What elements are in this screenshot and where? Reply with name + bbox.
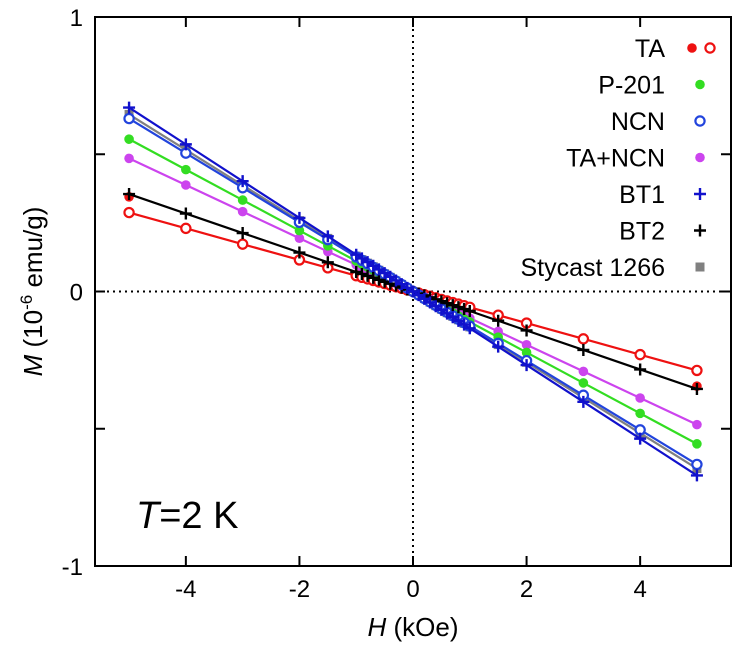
legend-marker — [695, 79, 705, 90]
data-point — [293, 211, 306, 224]
data-point — [179, 138, 192, 151]
data-point — [361, 269, 374, 282]
x-axis-label: H (kOe) — [367, 612, 458, 642]
legend-entry: TA — [635, 35, 716, 63]
legend-entry: TA+NCN — [566, 145, 705, 173]
data-point — [492, 314, 505, 327]
legend-marker — [694, 115, 706, 127]
data-point — [578, 378, 589, 388]
data-point — [237, 206, 248, 217]
data-point — [350, 266, 363, 279]
data-point — [578, 366, 589, 377]
series-bt1 — [123, 101, 703, 482]
data-point — [181, 164, 191, 175]
data-point — [355, 267, 368, 280]
data-point — [691, 364, 703, 377]
data-point — [123, 188, 136, 201]
temperature-annotation: T=2 K — [136, 495, 238, 537]
x-tick-label: 4 — [633, 576, 646, 603]
data-point — [492, 340, 505, 353]
legend-marker — [695, 152, 705, 163]
data-point — [577, 333, 590, 345]
legend-marker — [687, 43, 697, 53]
data-point — [123, 206, 135, 219]
legend-label: BT2 — [619, 218, 665, 246]
data-point — [123, 101, 136, 114]
legend-entry: BT2 — [619, 218, 706, 246]
data-point — [236, 227, 249, 240]
legend-label: P-201 — [598, 72, 665, 100]
data-point — [521, 339, 532, 350]
data-point — [577, 395, 590, 408]
legend-marker — [695, 262, 705, 272]
data-point — [692, 419, 702, 430]
data-point — [577, 343, 590, 356]
x-tick-label: 0 — [406, 576, 419, 603]
data-point — [181, 180, 191, 190]
data-point — [321, 256, 334, 269]
legend-marker — [694, 224, 706, 237]
data-point — [294, 233, 305, 244]
data-point — [293, 246, 306, 259]
axis-ticks: -4 -2 0 2 4 -1 0 1 — [62, 5, 731, 603]
data-point — [690, 382, 703, 395]
data-point — [441, 297, 454, 310]
data-point — [520, 359, 533, 372]
data-point — [634, 432, 647, 445]
x-tick-label: 2 — [520, 576, 533, 603]
x-tick-label: -2 — [289, 576, 310, 603]
data-point — [236, 238, 249, 250]
data-point — [690, 469, 703, 482]
data-point — [463, 322, 476, 335]
data-point — [634, 363, 647, 376]
y-tick-label: 1 — [70, 5, 83, 32]
data-point — [236, 175, 249, 188]
data-point — [634, 348, 646, 361]
legend-label: TA+NCN — [566, 145, 665, 173]
data-point — [124, 134, 134, 144]
data-point — [520, 324, 533, 337]
legend-label: BT1 — [619, 181, 665, 209]
legend-entry: BT1 — [619, 181, 706, 209]
data-point — [367, 271, 380, 284]
legend-entry: P-201 — [598, 72, 705, 100]
data-point — [521, 347, 532, 358]
data-point — [124, 153, 134, 164]
data-point — [321, 230, 334, 243]
legend-entry: Stycast 1266 — [520, 254, 705, 282]
data-point — [458, 303, 471, 316]
y-tick-label: 0 — [70, 280, 83, 307]
data-point — [180, 222, 192, 235]
data-point — [635, 393, 645, 403]
legend-label: TA — [635, 35, 665, 63]
data-point — [635, 408, 645, 419]
data-point — [691, 458, 703, 471]
x-tick-label: -4 — [175, 576, 196, 603]
data-point — [446, 299, 459, 312]
data-point — [372, 273, 385, 286]
data-point — [692, 439, 702, 449]
data-point — [294, 225, 305, 236]
y-tick-label: -1 — [62, 554, 83, 581]
legend-label: Stycast 1266 — [520, 254, 665, 282]
data-point — [237, 195, 248, 205]
data-point — [123, 112, 135, 125]
data-point — [452, 301, 465, 314]
legend-label: NCN — [611, 108, 665, 136]
legend-entry: NCN — [611, 108, 706, 136]
data-series — [123, 101, 703, 482]
legend-marker — [694, 188, 706, 200]
data-point — [179, 207, 192, 220]
y-axis-label: M (10-6 emu/g) — [17, 207, 48, 377]
legend: TA P-201 NCN TA+NCN BT1 BT2 Stycast 1266 — [520, 35, 716, 282]
legend-marker — [704, 42, 716, 54]
data-point — [463, 304, 476, 317]
